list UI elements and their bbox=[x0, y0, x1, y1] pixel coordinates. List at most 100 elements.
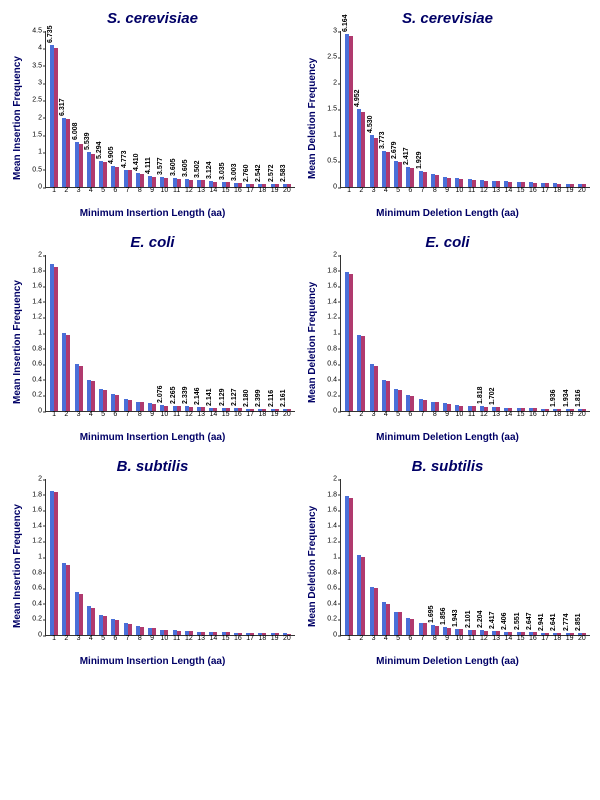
chart-panel: E. coliMean Deletion Frequency00.20.40.6… bbox=[305, 234, 590, 443]
y-axis-label: Mean Insertion Frequency bbox=[10, 31, 25, 206]
bar-series-b bbox=[177, 179, 181, 187]
bar-group bbox=[515, 255, 527, 411]
x-tick: 19 bbox=[269, 635, 281, 642]
x-tick: 7 bbox=[122, 187, 134, 194]
value-label: 2.399 bbox=[255, 389, 262, 407]
x-tick: 9 bbox=[146, 635, 158, 642]
bar-group bbox=[392, 479, 404, 635]
y-tick: 0.5 bbox=[32, 166, 42, 173]
chart-panel: E. coliMean Insertion Frequency00.20.40.… bbox=[10, 234, 295, 443]
chart-area: Mean Deletion Frequency00.511.522.536.16… bbox=[305, 31, 590, 206]
y-tick: 0.8 bbox=[327, 345, 337, 352]
y-tick: 1.4 bbox=[32, 522, 42, 529]
chart-panel: S. cerevisiaeMean Insertion Frequency00.… bbox=[10, 10, 295, 219]
bar-group bbox=[539, 31, 551, 187]
bar-group bbox=[355, 255, 367, 411]
value-label: 2.265 bbox=[170, 386, 177, 404]
y-tick: 1.4 bbox=[327, 298, 337, 305]
bar-series-b bbox=[374, 588, 378, 635]
value-label: 4.905 bbox=[108, 147, 115, 165]
x-tick: 9 bbox=[441, 411, 453, 418]
bar-series-b bbox=[349, 498, 353, 635]
y-tick: 3.5 bbox=[32, 62, 42, 69]
x-tick: 17 bbox=[539, 635, 551, 642]
x-tick: 9 bbox=[441, 187, 453, 194]
x-tick: 4 bbox=[85, 187, 97, 194]
x-tick: 10 bbox=[158, 187, 170, 194]
plot-area: 00.20.40.60.811.21.41.61.821.6951.8561.9… bbox=[340, 479, 590, 636]
x-tick: 18 bbox=[256, 187, 268, 194]
value-label: 1.818 bbox=[477, 387, 484, 405]
bar-group: 2.161 bbox=[281, 255, 293, 411]
x-tick: 20 bbox=[576, 187, 588, 194]
x-axis-label: Minimum Insertion Length (aa) bbox=[10, 656, 295, 667]
bar-group bbox=[60, 255, 72, 411]
value-label: 1.702 bbox=[489, 388, 496, 406]
x-tick: 7 bbox=[417, 635, 429, 642]
x-tick: 18 bbox=[551, 187, 563, 194]
bar-group bbox=[109, 479, 121, 635]
bar-group bbox=[527, 255, 539, 411]
bar-group bbox=[85, 255, 97, 411]
y-tick: 0 bbox=[333, 408, 337, 415]
y-tick: 1.5 bbox=[327, 106, 337, 113]
x-tick: 19 bbox=[269, 411, 281, 418]
x-tick: 2 bbox=[355, 187, 367, 194]
bar-series-b bbox=[91, 608, 95, 635]
x-tick: 13 bbox=[195, 187, 207, 194]
bars-container bbox=[46, 479, 295, 635]
plot-area: 00.20.40.60.811.21.41.61.821.8181.7021.9… bbox=[340, 255, 590, 412]
x-tick: 9 bbox=[146, 411, 158, 418]
bar-series-b bbox=[54, 492, 58, 635]
y-tick: 1.5 bbox=[32, 132, 42, 139]
value-label: 6.008 bbox=[72, 122, 79, 140]
bar-group: 2.851 bbox=[576, 479, 588, 635]
value-label: 2.076 bbox=[157, 385, 164, 403]
chart-area: Mean Insertion Frequency00.511.522.533.5… bbox=[10, 31, 295, 206]
bar-group: 1.943 bbox=[453, 479, 465, 635]
bar-series-b bbox=[374, 366, 378, 411]
bars-container: 6.1644.9524.5303.7732.6792.4171.929 bbox=[341, 31, 590, 187]
value-label: 3.124 bbox=[206, 162, 213, 180]
x-tick: 16 bbox=[232, 411, 244, 418]
x-tick: 9 bbox=[146, 187, 158, 194]
x-tick: 2 bbox=[60, 187, 72, 194]
value-label: 6.317 bbox=[59, 98, 66, 116]
x-tick: 16 bbox=[232, 187, 244, 194]
x-tick: 12 bbox=[478, 635, 490, 642]
x-tick: 4 bbox=[85, 411, 97, 418]
bar-series-b bbox=[115, 167, 119, 187]
y-tick: 1.8 bbox=[32, 491, 42, 498]
x-tick: 18 bbox=[256, 411, 268, 418]
value-label: 3.003 bbox=[231, 163, 238, 181]
bar-series-b bbox=[435, 626, 439, 635]
value-label: 4.410 bbox=[133, 154, 140, 172]
value-label: 1.934 bbox=[563, 390, 570, 408]
bar-series-b bbox=[103, 162, 107, 187]
bar-group: 1.929 bbox=[417, 31, 429, 187]
y-ticks: 00.20.40.60.811.21.41.61.82 bbox=[24, 479, 44, 635]
x-tick: 17 bbox=[539, 411, 551, 418]
bar-group bbox=[404, 255, 416, 411]
y-tick: 0.6 bbox=[32, 361, 42, 368]
bar-series-b bbox=[103, 616, 107, 636]
bars-container: 1.8181.7021.9361.9341.816 bbox=[341, 255, 590, 411]
y-tick: 1 bbox=[333, 554, 337, 561]
x-tick: 10 bbox=[158, 411, 170, 418]
y-tick: 2 bbox=[38, 476, 42, 483]
bar-group bbox=[48, 479, 60, 635]
bar-group bbox=[551, 31, 563, 187]
y-tick: 1 bbox=[38, 554, 42, 561]
x-tick: 5 bbox=[97, 187, 109, 194]
value-label: 2.101 bbox=[465, 610, 472, 628]
bar-series-b bbox=[128, 400, 132, 411]
y-ticks: 00.20.40.60.811.21.41.61.82 bbox=[24, 255, 44, 411]
y-tick: 0 bbox=[38, 184, 42, 191]
x-tick: 12 bbox=[183, 411, 195, 418]
x-tick: 15 bbox=[515, 635, 527, 642]
bar-series-b bbox=[66, 335, 70, 411]
x-tick: 14 bbox=[502, 187, 514, 194]
x-tick: 19 bbox=[269, 187, 281, 194]
bar-group: 2.116 bbox=[269, 255, 281, 411]
y-axis-label: Mean Insertion Frequency bbox=[10, 255, 25, 430]
